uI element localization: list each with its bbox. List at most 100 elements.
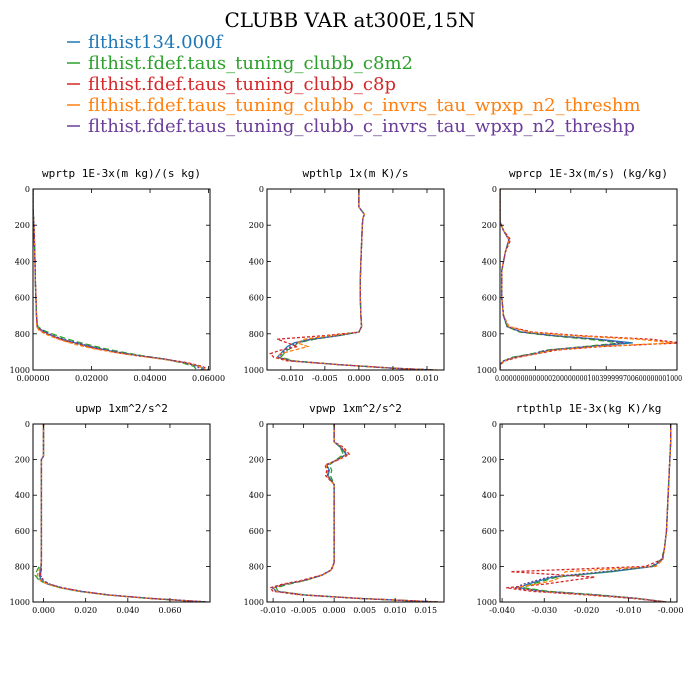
y-tick-label: 1000 (477, 598, 497, 607)
y-tick-label: 800 (482, 562, 497, 571)
x-tick-label: -0.010 (278, 374, 304, 383)
series-line (271, 424, 438, 602)
series-line (39, 424, 208, 602)
series-line (33, 189, 198, 370)
series-line (500, 189, 621, 370)
y-tick-label: 600 (15, 294, 30, 303)
x-tick-label: 0.000 (32, 606, 55, 615)
series-group (506, 424, 672, 602)
legend-entry: flthist.fdef.taus_tuning_clubb_c8m2 (67, 53, 413, 74)
x-tick-label: 0.060 (159, 606, 182, 615)
series-line (33, 189, 204, 370)
series-line (271, 424, 438, 602)
series-line (514, 424, 672, 602)
y-tick-label: 600 (249, 294, 264, 303)
y-tick-label: 1000 (244, 598, 264, 607)
series-line (39, 424, 208, 602)
y-tick-label: 1000 (10, 366, 30, 375)
y-tick-label: 800 (15, 562, 30, 571)
x-tick-label: -0.010 (616, 606, 642, 615)
x-tick-label: 0.000 (347, 374, 370, 383)
y-tick-label: 200 (15, 221, 30, 230)
series-group (268, 424, 441, 602)
x-tick-label: 0.040 (116, 606, 139, 615)
y-tick-label: 1000 (477, 366, 497, 375)
y-tick-label: 200 (249, 221, 264, 230)
y-tick-label: 400 (482, 491, 497, 500)
chart-panel: wprtp 1E-3x(m kg)/(s kg) 0 200 400 600 800 100… (10, 167, 225, 383)
x-tick-label: -0.010 (260, 606, 286, 615)
legend-label: flthist134.000f (88, 32, 223, 53)
x-tick-label: 0.020 (74, 606, 97, 615)
y-tick-label: 200 (482, 221, 497, 230)
series-line (33, 189, 206, 370)
y-tick-label: 0 (259, 185, 264, 194)
x-tick-label: 0.000 (323, 606, 346, 615)
plot-frame (266, 188, 445, 371)
panel-title: wprcp 1E-3x(m/s) (kg/kg) (509, 167, 668, 180)
y-tick-label: 0 (25, 420, 30, 429)
x-tick-labels-overlapping: 0.00000000000002000000001003999997006000… (495, 374, 682, 383)
panel-grid: wprtp 1E-3x(m kg)/(s kg) 0 200 400 600 800 100… (10, 167, 684, 615)
series-line (512, 424, 672, 602)
x-tick-label: 0.005 (381, 374, 404, 383)
y-tick-label: 800 (249, 330, 264, 339)
y-tick-label: 0 (492, 185, 497, 194)
x-tick-label: -0.000 (658, 606, 684, 615)
series-group (34, 424, 208, 602)
plot-frame (266, 423, 445, 603)
panel-title: wpthlp 1x(m K)/s (303, 167, 409, 180)
x-tick-label: 0.04000 (133, 374, 166, 383)
legend-entry: flthist.fdef.taus_tuning_clubb_c_invrs_t… (67, 95, 641, 116)
legend-entry: flthist.fdef.taus_tuning_clubb_c8p (67, 74, 396, 95)
series-line (272, 424, 438, 602)
y-tick-label: 400 (15, 257, 30, 266)
x-tick-label: 0.06000 (192, 374, 225, 383)
y-tick-label: 200 (249, 456, 264, 465)
y-tick-label: 400 (482, 257, 497, 266)
series-line (506, 424, 672, 602)
y-tick-label: 600 (249, 527, 264, 536)
legend-label: flthist.fdef.taus_tuning_clubb_c_invrs_t… (88, 116, 635, 137)
series-line (275, 189, 434, 370)
figure-title: CLUBB VAR at300E,15N (224, 8, 475, 32)
series-line (500, 189, 677, 370)
legend-label: flthist.fdef.taus_tuning_clubb_c8m2 (88, 53, 413, 74)
series-group (33, 189, 209, 370)
series-line (34, 424, 206, 602)
series-line (275, 424, 438, 602)
legend-label: flthist.fdef.taus_tuning_clubb_c_invrs_t… (88, 95, 641, 116)
y-tick-label: 1000 (244, 366, 264, 375)
y-tick-label: 800 (482, 330, 497, 339)
plot-frame (32, 188, 211, 371)
series-line (500, 189, 624, 370)
series-line (520, 424, 672, 602)
series-line (38, 424, 206, 602)
y-tick-label: 400 (249, 257, 264, 266)
chart-panel: rtpthlp 1E-3x(kg K)/kg02004006008001000-… (477, 402, 684, 615)
series-line (277, 189, 434, 370)
y-tick-label: 600 (482, 527, 497, 536)
legend: flthist134.000f flthist.fdef.taus_tuning… (67, 32, 641, 137)
x-tick-label: 0.005 (353, 606, 376, 615)
y-tick-label: 200 (15, 456, 30, 465)
y-tick-label: 600 (15, 527, 30, 536)
y-tick-label: 600 (482, 294, 497, 303)
series-line (500, 189, 674, 370)
x-tick-label: -0.005 (312, 374, 338, 383)
plot-frame (499, 423, 678, 603)
y-tick-label: 0 (25, 185, 30, 194)
series-line (36, 424, 206, 602)
series-line (500, 189, 633, 370)
chart-panel: wprcp 1E-3x(m/s) (kg/kg) 0 200 400 600 800 100… (477, 167, 682, 383)
panel-title: vpwp 1xm^2/s^2 (309, 402, 402, 415)
x-tick-label: 0.010 (384, 606, 407, 615)
x-tick-label: 0.02000 (75, 374, 108, 383)
chart-panel: vpwp 1xm^2/s^2 0 200 400 600 800 1000-0.010 -0.… (244, 402, 445, 615)
legend-label: flthist.fdef.taus_tuning_clubb_c8p (88, 74, 396, 95)
y-tick-label: 800 (15, 330, 30, 339)
y-tick-label: 0 (259, 420, 264, 429)
y-tick-label: 1000 (10, 598, 30, 607)
